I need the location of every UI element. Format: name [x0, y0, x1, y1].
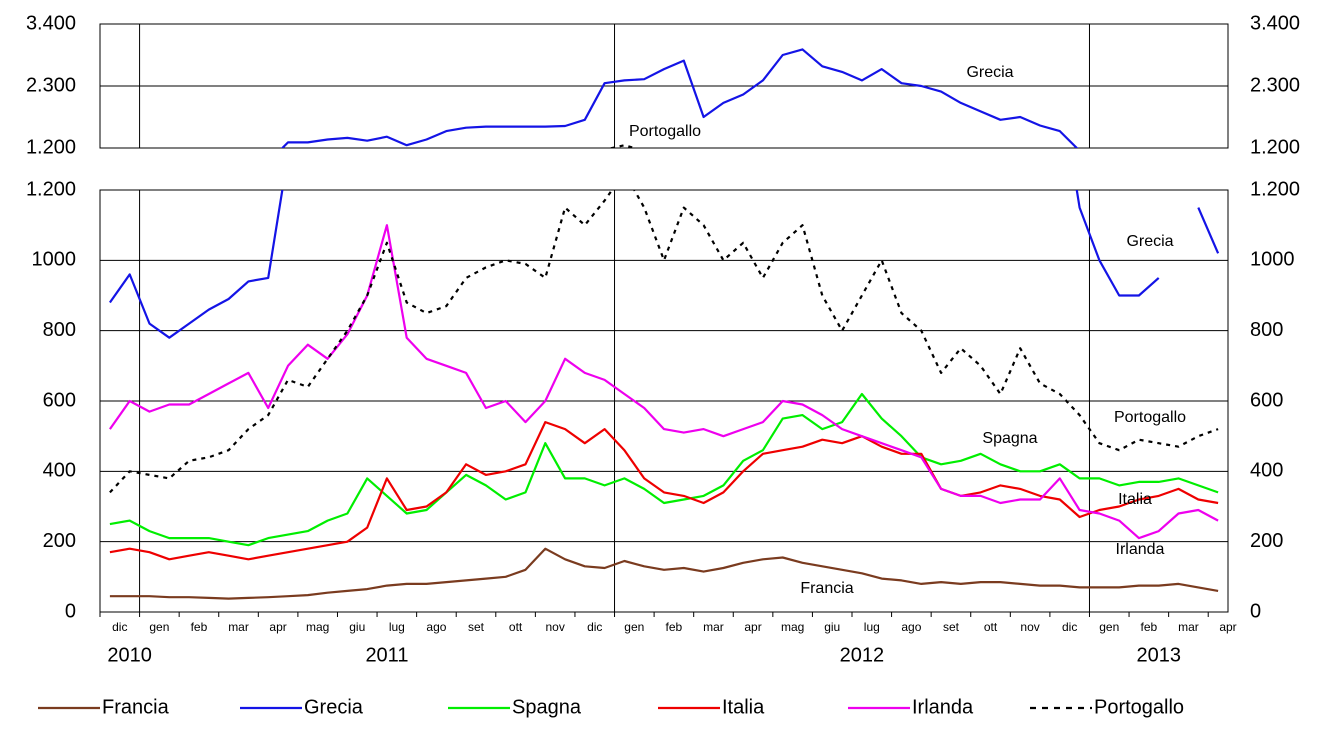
legend-label: Portogallo [1094, 696, 1184, 718]
x-tick-label: nov [1020, 620, 1039, 634]
x-tick-label: mag [306, 620, 329, 634]
x-tick-label: gen [149, 620, 169, 634]
x-tick-label: mar [1178, 620, 1199, 634]
legend-label: Spagna [512, 696, 582, 718]
y-tick-label: 0 [65, 600, 76, 622]
x-tick-label: giu [824, 620, 840, 634]
annotation: Francia [800, 580, 853, 597]
y-tick-label: 200 [43, 530, 76, 552]
series-line [109, 224, 1219, 540]
annotation: Portogallo [1114, 409, 1186, 426]
legend-label: Italia [722, 696, 765, 718]
x-tick-label: feb [666, 620, 683, 634]
x-tick-label: apr [269, 620, 286, 634]
x-tick-label: gen [1099, 620, 1119, 634]
series-line [607, 144, 639, 148]
y-tick-label: 1.200 [26, 178, 76, 200]
x-tick-label: apr [744, 620, 761, 634]
y-tick-label: 1.200 [26, 136, 76, 158]
y2-tick-label: 1000 [1250, 249, 1295, 271]
x-tick-label: mar [228, 620, 249, 634]
y-tick-label: 2.300 [26, 74, 76, 96]
y2-tick-label: 200 [1250, 530, 1283, 552]
x-tick-label: mar [703, 620, 724, 634]
series-line [109, 547, 1219, 600]
y2-tick-label: 0 [1250, 600, 1261, 622]
x-tick-label: dic [587, 620, 602, 634]
y-tick-label: 600 [43, 389, 76, 411]
year-label: 2011 [365, 644, 408, 666]
x-tick-label: dic [112, 620, 127, 634]
x-tick-label: ago [426, 620, 446, 634]
x-tick-label: mag [781, 620, 804, 634]
legend-label: Irlanda [912, 696, 974, 718]
x-tick-label: ott [509, 620, 523, 634]
x-tick-label: lug [389, 620, 405, 634]
series-line [110, 206, 1218, 214]
x-tick-label: feb [1140, 620, 1157, 634]
series-line [109, 190, 1220, 339]
y-tick-label: 1000 [32, 249, 77, 271]
series-line [280, 48, 1079, 148]
x-tick-label: lug [864, 620, 880, 634]
y-tick-label: 3.400 [26, 12, 76, 34]
annotation: Grecia [1126, 233, 1173, 250]
x-tick-label: ott [984, 620, 998, 634]
y-tick-label: 800 [43, 319, 76, 341]
x-tick-label: nov [545, 620, 564, 634]
annotation: Spagna [982, 430, 1037, 447]
series-line [109, 392, 1219, 547]
year-label: 2012 [840, 644, 885, 666]
x-tick-label: feb [191, 620, 208, 634]
annotation: Portogallo [629, 123, 701, 140]
y2-tick-label: 400 [1250, 460, 1283, 482]
y-tick-label: 400 [43, 460, 76, 482]
y2-tick-label: 1.200 [1250, 136, 1300, 158]
series-line [110, 181, 1218, 205]
series-line [109, 421, 1219, 561]
annotation: Italia [1118, 491, 1152, 508]
y2-tick-label: 800 [1250, 319, 1283, 341]
series-line [109, 190, 1219, 494]
y2-tick-label: 1.200 [1250, 178, 1300, 200]
x-tick-label: apr [1219, 620, 1236, 634]
annotation: Grecia [966, 64, 1013, 81]
year-label: 2013 [1136, 644, 1181, 666]
legend-label: Francia [102, 696, 170, 718]
annotation: Irlanda [1116, 541, 1165, 558]
x-tick-label: dic [1062, 620, 1077, 634]
legend-label: Grecia [304, 696, 364, 718]
x-tick-label: set [943, 620, 960, 634]
y2-tick-label: 2.300 [1250, 74, 1300, 96]
x-tick-label: set [468, 620, 485, 634]
x-tick-label: ago [901, 620, 921, 634]
year-label: 2010 [107, 644, 152, 666]
y2-tick-label: 600 [1250, 389, 1283, 411]
y2-tick-label: 3.400 [1250, 12, 1300, 34]
series-line [110, 154, 1218, 204]
x-tick-label: gen [624, 620, 644, 634]
x-tick-label: giu [349, 620, 365, 634]
series-line [110, 185, 1218, 207]
